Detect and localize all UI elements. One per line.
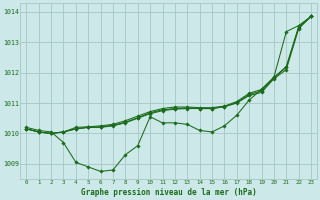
X-axis label: Graphe pression niveau de la mer (hPa): Graphe pression niveau de la mer (hPa) — [81, 188, 257, 197]
